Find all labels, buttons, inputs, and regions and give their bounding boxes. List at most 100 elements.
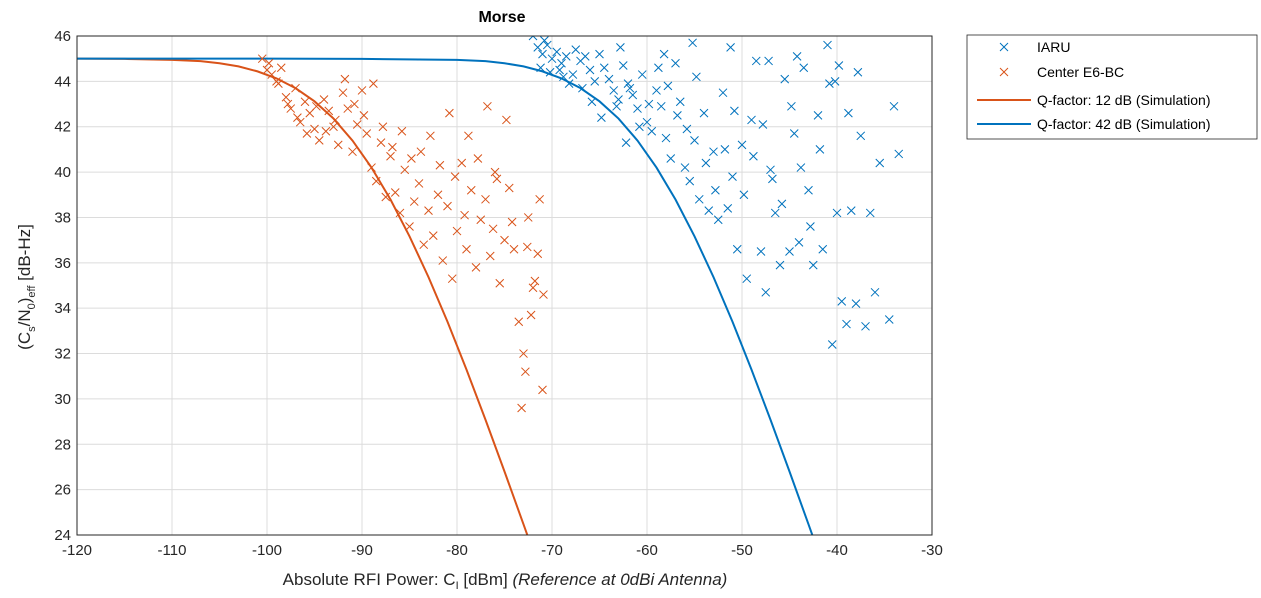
scatter-point xyxy=(376,138,386,147)
scatter-point xyxy=(846,206,856,216)
scatter-point xyxy=(671,58,680,68)
scatter-point xyxy=(495,278,505,288)
y-tick-label: 42 xyxy=(54,119,71,136)
scatter-point xyxy=(540,36,549,45)
scatter-point xyxy=(319,95,329,104)
scatter-point xyxy=(378,122,388,132)
scatter-point xyxy=(587,97,597,107)
scatter-point xyxy=(428,231,438,240)
scatter-point xyxy=(466,185,476,195)
scatter-point xyxy=(295,117,305,127)
scatter-point xyxy=(464,131,473,141)
scatter-point xyxy=(870,287,880,297)
y-tick-label: 28 xyxy=(54,436,71,453)
scatter-point xyxy=(688,38,697,48)
scatter-point xyxy=(739,190,749,200)
scatter-point xyxy=(357,86,367,95)
scatter-point xyxy=(502,115,511,125)
scatter-point xyxy=(685,176,695,186)
x-axis-ticks: -120 -110 -100 -90 -80 -70 -60 -50 -40 -30 xyxy=(62,542,943,559)
scatter-point xyxy=(718,88,728,98)
scatter-point xyxy=(894,149,904,159)
chart-title: Morse xyxy=(478,9,525,26)
scatter-point xyxy=(770,208,780,218)
scatter-point xyxy=(395,208,405,218)
scatter-point xyxy=(533,249,543,259)
scatter-point xyxy=(286,104,296,113)
scatter-point xyxy=(283,99,293,109)
scatter-point xyxy=(749,151,758,161)
scatter-point xyxy=(747,115,756,125)
scatter-point xyxy=(889,101,899,111)
x-tick-label: -50 xyxy=(731,542,753,559)
scatter-point xyxy=(371,176,381,186)
x-axis-label: Absolute RFI Power: CI [dBm] (Reference … xyxy=(283,570,728,592)
legend-marker-x xyxy=(999,67,1009,77)
scatter-point xyxy=(476,215,486,225)
scatter-point xyxy=(844,108,853,118)
scatter-point xyxy=(827,340,837,349)
scatter-point xyxy=(276,63,286,73)
scatter-point xyxy=(559,72,568,82)
scatter-point xyxy=(530,276,540,286)
scatter-point xyxy=(264,58,274,68)
scatter-point xyxy=(656,101,666,111)
y-tick-label: 46 xyxy=(54,28,71,45)
scatter-point xyxy=(359,111,369,120)
scatter-point xyxy=(471,263,481,272)
scatter-point xyxy=(528,36,538,41)
scatter-point xyxy=(654,63,663,73)
scatter-point xyxy=(381,192,391,202)
scatter-point xyxy=(426,131,435,141)
scatter-point xyxy=(815,145,825,154)
scatter-point xyxy=(595,49,604,59)
scatter-point xyxy=(367,163,376,172)
scatter-point xyxy=(274,79,283,88)
scatter-point xyxy=(794,238,804,247)
scatter-point xyxy=(483,101,492,111)
scatter-point xyxy=(257,54,267,64)
scatter-point xyxy=(875,158,885,168)
scatter-point xyxy=(785,247,794,256)
scatter-point xyxy=(504,183,514,193)
scatter-point xyxy=(302,129,312,138)
scatter-point xyxy=(789,129,799,138)
scatter-point xyxy=(680,163,690,172)
scatter-point xyxy=(514,317,524,327)
scatter-point xyxy=(397,126,407,136)
scatter-point xyxy=(777,199,787,209)
scatter-point xyxy=(267,70,277,79)
scatter-point xyxy=(711,185,720,195)
legend-box xyxy=(966,34,1258,140)
scatter-point xyxy=(538,385,547,395)
scatter-point xyxy=(416,147,426,157)
scatter-point xyxy=(369,79,378,88)
scatter-point xyxy=(621,138,631,147)
scatter-point xyxy=(780,74,790,84)
x-tick-label: -80 xyxy=(446,542,468,559)
scatter-point xyxy=(764,56,773,66)
x-tick-label: -110 xyxy=(158,542,187,559)
scatter-point xyxy=(522,242,532,252)
x-tick-label: -30 xyxy=(921,542,943,559)
scatter-point xyxy=(350,99,359,109)
scatter-point xyxy=(517,403,526,413)
grid xyxy=(76,35,933,536)
scatter-point xyxy=(571,45,581,54)
scatter-point xyxy=(751,56,761,66)
scatter-point xyxy=(742,274,752,284)
scatter-point xyxy=(568,70,578,79)
scatter-point xyxy=(690,135,699,145)
legend-marker-x xyxy=(999,42,1009,52)
scatter-point xyxy=(580,52,590,61)
scatter-point xyxy=(400,165,410,175)
y-tick-label: 30 xyxy=(54,391,71,408)
legend-entry-center: Center E6-BC xyxy=(999,64,1124,80)
scatter-point xyxy=(305,108,315,118)
scatter-point xyxy=(761,287,771,297)
y-tick-label: 24 xyxy=(54,527,71,544)
scatter-point xyxy=(635,122,644,132)
scatter-point xyxy=(616,42,625,52)
scatter-point xyxy=(768,174,777,184)
y-tick-label: 38 xyxy=(54,209,71,226)
